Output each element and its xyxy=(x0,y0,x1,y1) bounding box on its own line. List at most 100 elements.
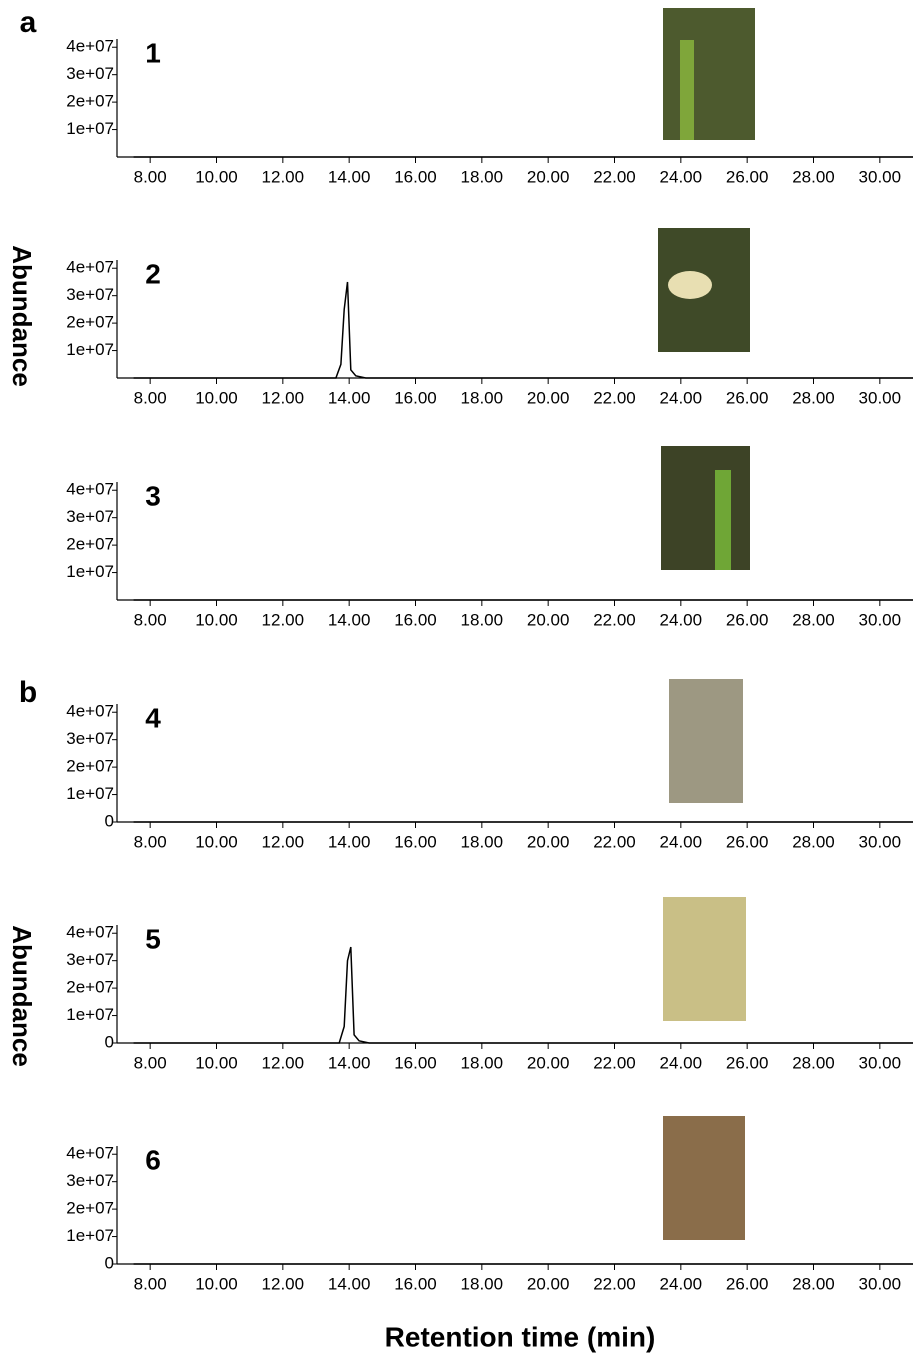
x-tick-label: 14.00 xyxy=(328,832,371,851)
photo xyxy=(661,446,750,570)
x-tick-label: 12.00 xyxy=(262,1053,305,1072)
x-tick-label: 8.00 xyxy=(134,1053,167,1072)
chart-title: 5 xyxy=(145,923,161,954)
x-tick-label: 8.00 xyxy=(134,388,167,407)
x-tick-label: 28.00 xyxy=(792,1053,835,1072)
x-tick-label: 10.00 xyxy=(195,388,238,407)
x-tick-label: 12.00 xyxy=(262,388,305,407)
x-tick-label: 28.00 xyxy=(792,832,835,851)
x-tick-label: 28.00 xyxy=(792,610,835,629)
x-tick-label: 20.00 xyxy=(527,388,570,407)
y-tick-label: 2e+07 xyxy=(66,535,114,554)
x-tick-label: 24.00 xyxy=(660,1053,703,1072)
x-tick-label: 10.00 xyxy=(195,1274,238,1293)
x-tick-label: 28.00 xyxy=(792,167,835,186)
y-tick-label: 3e+07 xyxy=(66,950,114,969)
x-tick-label: 8.00 xyxy=(134,167,167,186)
y-tick-label: 4e+07 xyxy=(66,923,114,942)
x-tick-label: 28.00 xyxy=(792,1274,835,1293)
y-tick-label: 2e+07 xyxy=(66,313,114,332)
x-tick-label: 20.00 xyxy=(527,1053,570,1072)
x-axis-label: Retention time (min) xyxy=(385,1321,656,1352)
x-tick-label: 10.00 xyxy=(195,610,238,629)
x-tick-label: 16.00 xyxy=(394,1274,437,1293)
x-tick-label: 14.00 xyxy=(328,167,371,186)
photo xyxy=(680,40,694,140)
photo xyxy=(663,8,755,140)
y-tick-label: 2e+07 xyxy=(66,1199,114,1218)
x-tick-label: 14.00 xyxy=(328,1053,371,1072)
panel-label: a xyxy=(20,6,37,39)
x-tick-label: 16.00 xyxy=(394,388,437,407)
x-tick-label: 24.00 xyxy=(660,832,703,851)
chart-title: 3 xyxy=(145,480,161,511)
y-tick-label: 1e+07 xyxy=(66,119,114,138)
y-tick-label: 3e+07 xyxy=(66,507,114,526)
x-tick-label: 12.00 xyxy=(262,832,305,851)
chart-title: 2 xyxy=(145,258,161,289)
y-tick-label: 4e+07 xyxy=(66,480,114,499)
x-tick-label: 18.00 xyxy=(461,1053,504,1072)
y-axis-label: Abundance xyxy=(7,245,37,387)
x-tick-label: 22.00 xyxy=(593,1274,636,1293)
x-tick-label: 24.00 xyxy=(660,167,703,186)
y-tick-label: 0 xyxy=(105,1032,114,1051)
y-axis-label: Abundance xyxy=(7,925,37,1067)
photo xyxy=(669,679,743,803)
y-tick-label: 4e+07 xyxy=(66,702,114,721)
chart-title: 1 xyxy=(145,37,161,68)
x-tick-label: 16.00 xyxy=(394,832,437,851)
x-tick-label: 26.00 xyxy=(726,1053,769,1072)
x-tick-label: 10.00 xyxy=(195,832,238,851)
x-tick-label: 14.00 xyxy=(328,610,371,629)
x-tick-label: 30.00 xyxy=(859,1053,902,1072)
x-tick-label: 10.00 xyxy=(195,167,238,186)
chromatogram-line xyxy=(133,946,913,1044)
x-tick-label: 30.00 xyxy=(859,832,902,851)
x-tick-label: 8.00 xyxy=(134,610,167,629)
y-tick-label: 2e+07 xyxy=(66,757,114,776)
x-tick-label: 22.00 xyxy=(593,1053,636,1072)
x-tick-label: 30.00 xyxy=(859,610,902,629)
x-tick-label: 24.00 xyxy=(660,388,703,407)
photo xyxy=(663,1116,745,1240)
y-tick-label: 2e+07 xyxy=(66,978,114,997)
x-tick-label: 26.00 xyxy=(726,388,769,407)
x-tick-label: 16.00 xyxy=(394,1053,437,1072)
x-tick-label: 8.00 xyxy=(134,832,167,851)
x-tick-label: 18.00 xyxy=(461,1274,504,1293)
x-tick-label: 26.00 xyxy=(726,167,769,186)
x-tick-label: 18.00 xyxy=(461,167,504,186)
y-tick-label: 2e+07 xyxy=(66,92,114,111)
x-tick-label: 28.00 xyxy=(792,388,835,407)
x-tick-label: 22.00 xyxy=(593,167,636,186)
x-tick-label: 16.00 xyxy=(394,167,437,186)
y-tick-label: 4e+07 xyxy=(66,1144,114,1163)
x-tick-label: 22.00 xyxy=(593,610,636,629)
y-tick-label: 1e+07 xyxy=(66,1226,114,1245)
x-tick-label: 22.00 xyxy=(593,832,636,851)
x-tick-label: 14.00 xyxy=(328,1274,371,1293)
photo xyxy=(715,470,731,570)
x-tick-label: 18.00 xyxy=(461,388,504,407)
y-tick-label: 1e+07 xyxy=(66,562,114,581)
chart-title: 6 xyxy=(145,1144,161,1175)
y-tick-label: 0 xyxy=(105,1253,114,1272)
chart-title: 4 xyxy=(145,702,161,733)
x-tick-label: 20.00 xyxy=(527,1274,570,1293)
y-tick-label: 1e+07 xyxy=(66,1005,114,1024)
x-tick-label: 14.00 xyxy=(328,388,371,407)
x-tick-label: 30.00 xyxy=(859,388,902,407)
y-tick-label: 4e+07 xyxy=(66,37,114,56)
y-tick-label: 1e+07 xyxy=(66,340,114,359)
x-tick-label: 30.00 xyxy=(859,167,902,186)
photo xyxy=(668,271,712,299)
x-tick-label: 20.00 xyxy=(527,610,570,629)
x-tick-label: 20.00 xyxy=(527,167,570,186)
x-tick-label: 30.00 xyxy=(859,1274,902,1293)
y-tick-label: 4e+07 xyxy=(66,258,114,277)
x-tick-label: 26.00 xyxy=(726,1274,769,1293)
x-tick-label: 24.00 xyxy=(660,1274,703,1293)
x-tick-label: 20.00 xyxy=(527,832,570,851)
x-tick-label: 12.00 xyxy=(262,167,305,186)
